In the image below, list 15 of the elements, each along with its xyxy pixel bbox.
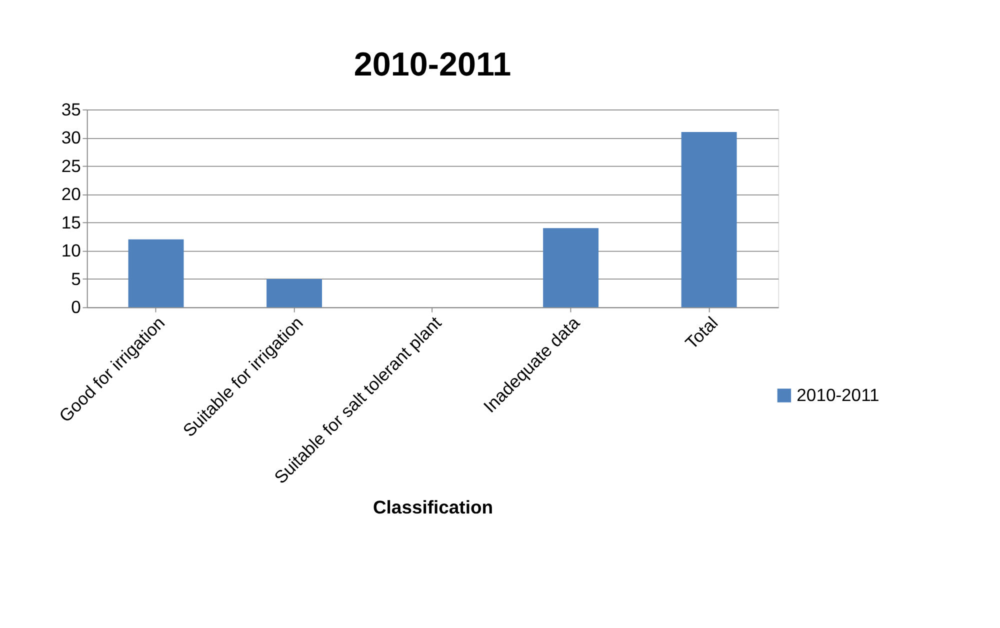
y-tick-label: 35 <box>61 99 82 120</box>
y-tick-label: 5 <box>71 268 82 289</box>
x-axis-title: Classification <box>372 496 494 518</box>
bar <box>128 239 184 308</box>
y-tick-label: 10 <box>61 240 82 261</box>
legend-label: 2010-2011 <box>796 385 880 406</box>
y-tick-label: 20 <box>61 184 82 204</box>
y-tick-label: 15 <box>61 212 82 232</box>
y-tick-label: 30 <box>61 128 82 148</box>
bar <box>543 228 599 308</box>
y-tick-label: 25 <box>61 156 82 176</box>
bar <box>681 132 737 308</box>
bar <box>266 278 322 308</box>
chart-title: 2010-2011 <box>354 46 512 84</box>
y-tick-label: 0 <box>71 297 82 318</box>
